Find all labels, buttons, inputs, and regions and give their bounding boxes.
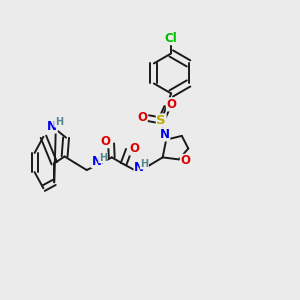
Text: S: S: [156, 114, 166, 127]
Text: H: H: [99, 153, 107, 163]
Text: H: H: [140, 159, 148, 169]
Text: H: H: [55, 117, 63, 127]
Text: O: O: [101, 135, 111, 148]
Text: N: N: [134, 161, 144, 174]
Text: N: N: [92, 155, 101, 168]
Text: O: O: [167, 98, 176, 111]
Text: N: N: [47, 120, 57, 133]
Text: Cl: Cl: [165, 32, 178, 45]
Text: O: O: [180, 154, 190, 167]
Text: O: O: [137, 111, 147, 124]
Text: N: N: [160, 128, 170, 141]
Text: O: O: [130, 142, 140, 155]
